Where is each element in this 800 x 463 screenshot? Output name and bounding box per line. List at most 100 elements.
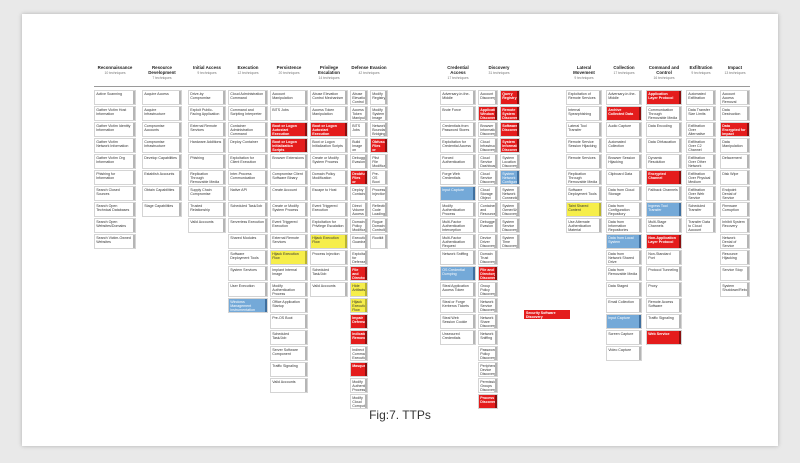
technique-cell[interactable]: Modify Authentication Process [440,202,476,217]
expand-subtechniques-handle[interactable] [304,107,307,120]
technique-cell[interactable]: Internal Spearphishing [566,106,602,121]
expand-subtechniques-handle[interactable] [678,155,681,168]
technique-cell[interactable]: Windows Management Instrumentation [228,298,268,313]
technique-cell[interactable]: Service Stop [720,266,750,281]
tactic-header[interactable]: Resource Development 7 techniques [142,65,182,80]
expand-subtechniques-handle[interactable] [746,219,749,232]
expand-subtechniques-handle[interactable] [678,171,681,184]
expand-subtechniques-handle[interactable] [222,107,225,120]
technique-cell[interactable]: Obfuscated Files or Information [370,138,388,153]
technique-cell[interactable]: Impair Defenses [350,314,368,329]
expand-subtechniques-handle[interactable] [494,395,497,408]
expand-subtechniques-handle[interactable] [472,219,475,232]
technique-cell[interactable]: Unsecured Credentials [440,330,476,345]
expand-subtechniques-handle[interactable] [344,171,347,184]
technique-cell[interactable]: Cloud Service Dashboard [478,154,498,169]
expand-subtechniques-handle[interactable] [222,123,225,136]
expand-subtechniques-handle[interactable] [472,139,475,152]
expand-subtechniques-handle[interactable] [746,203,749,216]
tactic-header[interactable]: Credential Access 17 techniques [440,65,476,80]
technique-cell[interactable]: Debugger Evasion [350,154,368,169]
expand-subtechniques-handle[interactable] [494,331,497,344]
technique-cell[interactable]: Firmware Corruption [720,202,750,217]
expand-subtechniques-handle[interactable] [746,91,749,104]
technique-cell[interactable]: Archive Collected Data [606,106,642,121]
expand-subtechniques-handle[interactable] [264,107,267,120]
technique-cell[interactable]: Masquerading [350,362,368,377]
technique-cell[interactable]: Create or Modify System Process [310,154,348,169]
technique-cell[interactable]: Active Scanning [94,90,136,105]
technique-cell[interactable]: Pre-OS Boot [270,314,308,329]
technique-cell[interactable]: Gather Victim Network Information [94,138,136,153]
expand-subtechniques-handle[interactable] [264,235,267,248]
technique-cell[interactable]: Peripheral Device Discovery [478,362,498,377]
expand-subtechniques-handle[interactable] [516,155,519,168]
expand-subtechniques-handle[interactable] [746,187,749,200]
technique-cell[interactable]: Modify Authentication Process [350,378,368,393]
expand-subtechniques-handle[interactable] [344,187,347,200]
expand-subtechniques-handle[interactable] [364,283,367,296]
technique-cell[interactable]: Scheduled Task/Job [270,330,308,345]
expand-subtechniques-handle[interactable] [472,267,475,280]
technique-cell[interactable]: Domain Policy Modification [350,218,368,233]
expand-subtechniques-handle[interactable] [132,155,135,168]
technique-cell[interactable]: Acquire Access [142,90,182,105]
technique-cell[interactable]: Event Triggered Execution [310,202,348,217]
expand-subtechniques-handle[interactable] [264,187,267,200]
expand-subtechniques-handle[interactable] [712,91,715,104]
expand-subtechniques-handle[interactable] [712,123,715,136]
expand-subtechniques-handle[interactable] [494,283,497,296]
technique-cell[interactable]: Replication Through Removable Media [188,170,226,185]
technique-cell[interactable]: Cloud Service Discovery [478,170,498,185]
technique-cell[interactable]: OS Credential Dumping [440,266,476,281]
expand-subtechniques-handle[interactable] [304,123,307,136]
expand-subtechniques-handle[interactable] [264,283,267,296]
expand-subtechniques-handle[interactable] [384,107,387,120]
expand-subtechniques-handle[interactable] [304,347,307,360]
expand-subtechniques-handle[interactable] [344,155,347,168]
expand-subtechniques-handle[interactable] [264,91,267,104]
expand-subtechniques-handle[interactable] [598,171,601,184]
technique-cell[interactable]: Non-Application Layer Protocol [646,234,682,249]
expand-subtechniques-handle[interactable] [222,139,225,152]
expand-subtechniques-handle[interactable] [638,347,641,360]
technique-cell[interactable]: System Owner/User Discovery [500,202,520,217]
technique-cell[interactable]: Software Deployment Tools [228,250,268,265]
expand-subtechniques-handle[interactable] [264,299,267,312]
technique-cell[interactable]: Shared Modules [228,234,268,249]
technique-cell[interactable]: Exploitation for Client Execution [228,154,268,169]
technique-cell[interactable]: Boot or Logon Autostart Execution [270,122,308,137]
expand-subtechniques-handle[interactable] [132,171,135,184]
expand-subtechniques-handle[interactable] [516,123,519,136]
technique-cell[interactable]: Data Manipulation [720,138,750,153]
technique-cell[interactable]: Modify Cloud Compute Infrastructure [350,394,368,409]
technique-cell[interactable]: Brute Force [440,106,476,121]
expand-subtechniques-handle[interactable] [598,219,601,232]
expand-subtechniques-handle[interactable] [746,251,749,264]
expand-subtechniques-handle[interactable] [364,155,367,168]
expand-subtechniques-handle[interactable] [746,155,749,168]
expand-subtechniques-handle[interactable] [598,123,601,136]
technique-cell[interactable]: Browser Session Hijacking [606,154,642,169]
technique-cell[interactable]: Abuse Elevation Control Mechanism [350,90,368,105]
expand-subtechniques-handle[interactable] [494,139,497,152]
tactic-header[interactable]: Collection 17 techniques [606,65,642,76]
technique-cell[interactable]: External Remote Services [188,122,226,137]
expand-subtechniques-handle[interactable] [178,107,181,120]
technique-cell[interactable]: Steal Web Session Cookie [440,314,476,329]
expand-subtechniques-handle[interactable] [264,267,267,280]
technique-cell[interactable]: Application Window Discovery [478,106,498,121]
expand-subtechniques-handle[interactable] [222,187,225,200]
technique-cell[interactable]: Proxy [646,282,682,297]
expand-subtechniques-handle[interactable] [364,347,367,360]
expand-subtechniques-handle[interactable] [638,203,641,216]
technique-cell[interactable]: Forge Web Credentials [440,170,476,185]
technique-cell[interactable]: Use Alternate Authentication Material [566,218,602,233]
expand-subtechniques-handle[interactable] [132,203,135,216]
expand-subtechniques-handle[interactable] [264,171,267,184]
technique-cell[interactable]: Compromise Infrastructure [142,138,182,153]
tactic-header[interactable]: Reconnaissance 10 techniques [94,65,136,76]
technique-cell[interactable]: Cloud Administration Command [228,90,268,105]
technique-cell[interactable]: Fallback Channels [646,186,682,201]
technique-cell[interactable]: Inter-Process Communication [228,170,268,185]
